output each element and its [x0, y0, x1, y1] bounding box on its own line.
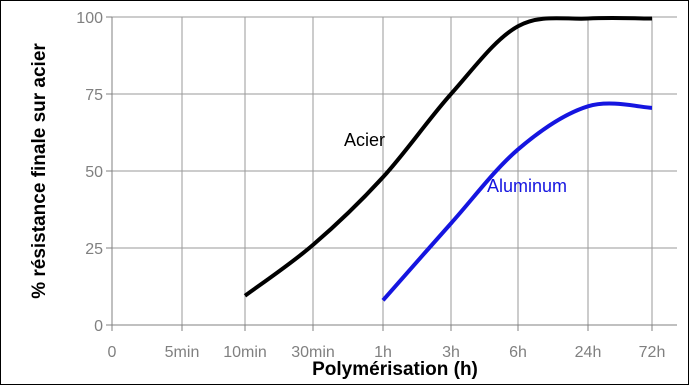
- x-tick-label: 10min: [223, 344, 267, 361]
- y-tick-label: 0: [94, 318, 103, 335]
- y-tick-label: 50: [85, 164, 103, 181]
- x-tick-label: 30min: [291, 344, 335, 361]
- series-label-aluminum: Aluminum: [487, 176, 567, 196]
- x-tick-label: 6h: [509, 344, 527, 361]
- x-axis-title: Polymérisation (h): [312, 359, 478, 380]
- x-tick-label: 3h: [442, 344, 460, 361]
- y-tick-label: 100: [76, 10, 103, 27]
- series-lines: [243, 15, 653, 302]
- y-axis-title: % résistance finale sur acier: [29, 43, 50, 299]
- x-tick-label: 5min: [165, 344, 200, 361]
- x-tick-label: 72h: [639, 344, 666, 361]
- grid: [112, 16, 677, 325]
- x-tick-label: 24h: [575, 344, 602, 361]
- series-line-aluminum: [381, 101, 653, 302]
- x-tick-labels: 0 5min 10min 30min 1h 3h 6h 24h 72h: [108, 325, 666, 361]
- x-tick-label: 0: [108, 344, 117, 361]
- y-tick-labels: 0 25 50 75 100: [76, 10, 112, 335]
- y-tick-label: 25: [85, 241, 103, 258]
- x-tick-label: 1h: [374, 344, 392, 361]
- series-line-acier: [243, 15, 653, 298]
- series-label-acier: Acier: [344, 130, 385, 150]
- y-tick-label: 75: [85, 87, 103, 104]
